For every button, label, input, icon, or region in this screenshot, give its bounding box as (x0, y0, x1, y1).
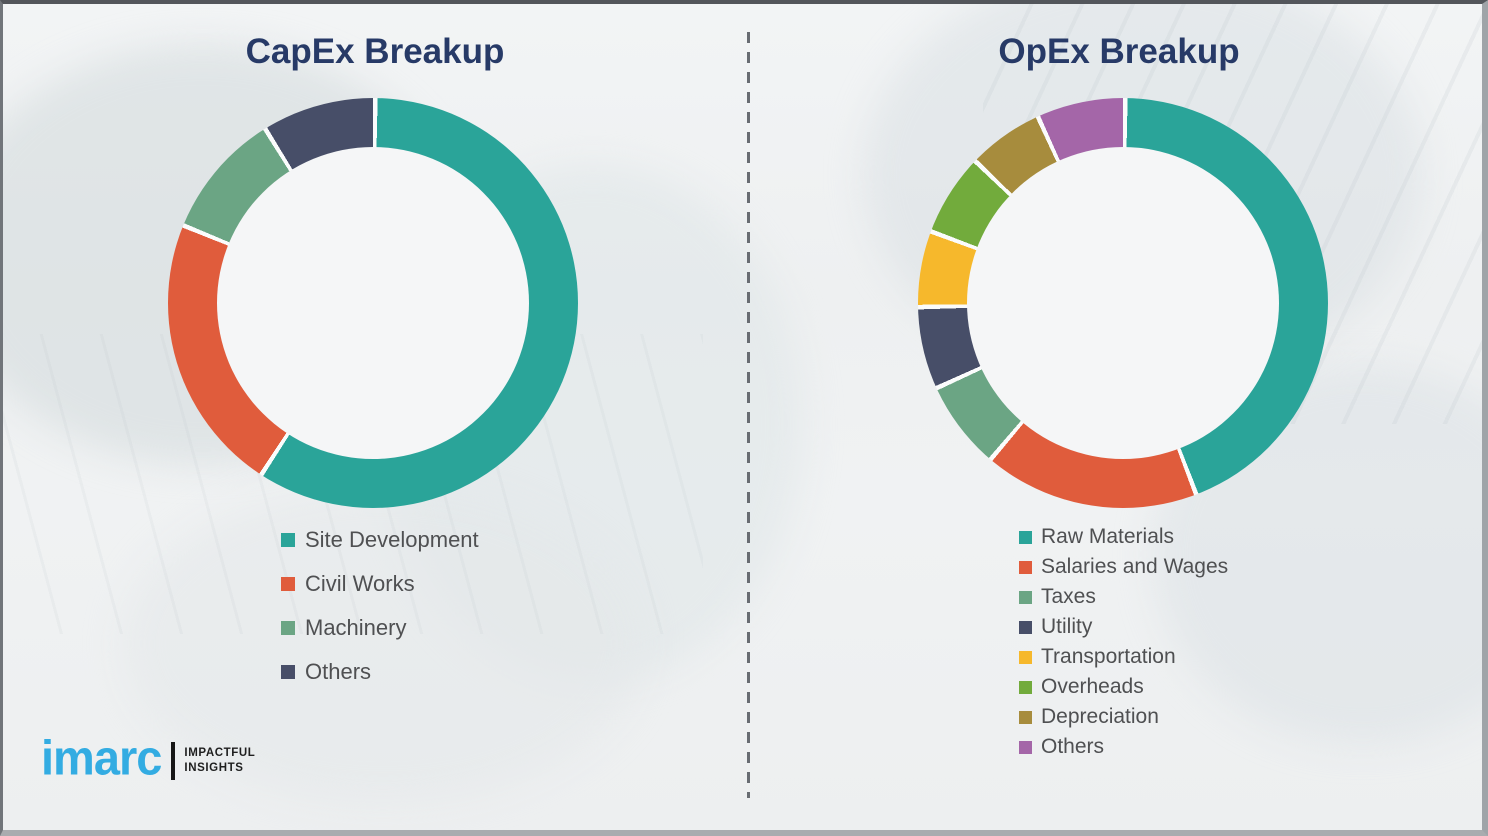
legend-item: Machinery (281, 606, 479, 650)
legend-label: Overheads (1041, 675, 1144, 698)
legend-swatch (281, 621, 295, 635)
legend-swatch (281, 665, 295, 679)
capex-donut-chart (168, 98, 578, 508)
legend-label: Machinery (305, 615, 407, 640)
legend-swatch (1019, 650, 1032, 664)
legend-label: Taxes (1041, 585, 1096, 608)
legend-item: Site Development (281, 518, 479, 562)
legend-item: Others (1019, 732, 1228, 762)
legend-swatch (1019, 590, 1032, 604)
legend-swatch (1019, 560, 1032, 574)
legend-label: Raw Materials (1041, 525, 1175, 548)
opex-legend: Raw Materials Salaries and Wages Taxes U… (1019, 522, 1228, 762)
logo-tagline-line2: INSIGHTS (184, 761, 244, 774)
legend-label: Depreciation (1041, 705, 1159, 728)
legend-swatch (281, 533, 295, 547)
vertical-dashed-divider (747, 32, 750, 798)
capex-legend: Site Development Civil Works Machinery O… (281, 518, 479, 694)
legend-swatch (1019, 680, 1032, 694)
legend-item: Taxes (1019, 582, 1228, 612)
legend-label: Others (305, 659, 372, 684)
legend-label: Others (1041, 735, 1105, 758)
legend-swatch (281, 577, 295, 591)
legend-item: Transportation (1019, 642, 1228, 672)
legend-swatch (1019, 740, 1032, 754)
logo-tagline-line1: IMPACTFUL (184, 746, 256, 759)
opex-title: OpEx Breakup (998, 32, 1240, 71)
legend-item: Depreciation (1019, 702, 1228, 732)
legend-swatch (1019, 620, 1032, 634)
opex-panel: OpEx Breakup Raw Materials Salaries and … (747, 4, 1482, 830)
logo-tagline: IMPACTFUL INSIGHTS (184, 746, 255, 776)
legend-label: Civil Works (305, 571, 415, 596)
legend-item: Raw Materials (1019, 522, 1228, 552)
capex-panel: CapEx Breakup Site Development Civil Wor… (3, 4, 747, 830)
legend-item: Salaries and Wages (1019, 552, 1228, 582)
legend-item: Overheads (1019, 672, 1228, 702)
opex-donut-chart (918, 98, 1328, 508)
opex-donut-hole (967, 147, 1279, 459)
legend-swatch (1019, 530, 1032, 544)
logo-divider-bar (171, 741, 176, 780)
legend-swatch (1019, 710, 1032, 724)
legend-label: Utility (1041, 615, 1093, 638)
capex-donut-hole (217, 147, 529, 459)
legend-item: Civil Works (281, 562, 479, 606)
imarc-logo-wordmark: imarc (41, 729, 162, 786)
legend-label: Salaries and Wages (1041, 555, 1229, 578)
capex-title: CapEx Breakup (245, 32, 505, 71)
legend-item: Others (281, 650, 479, 694)
legend-label: Site Development (305, 527, 479, 552)
imarc-logo: imarc IMPACTFUL INSIGHTS (41, 729, 255, 786)
legend-item: Utility (1019, 612, 1228, 642)
legend-label: Transportation (1041, 645, 1176, 668)
